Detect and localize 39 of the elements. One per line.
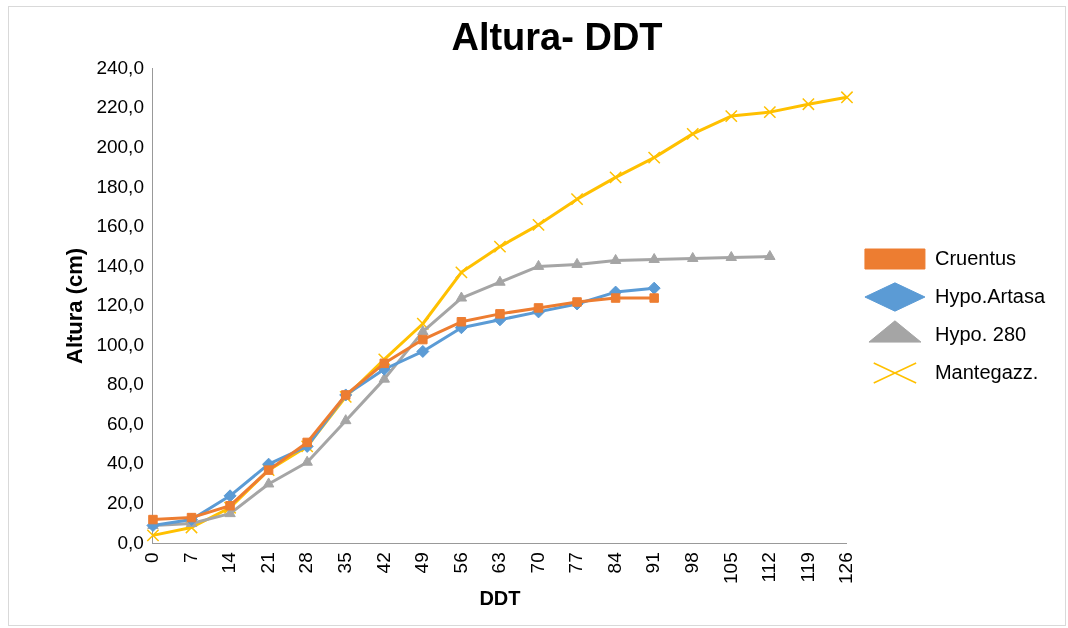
x-tick-label: 112 [758,552,780,583]
legend-label: Mantegazz. [934,360,1039,383]
y-tick-label: 200,0 [96,135,144,157]
y-tick-label: 220,0 [96,96,144,118]
x-tick-label: 0 [141,552,163,563]
y-tick-label: 100,0 [96,333,144,355]
x-tick-label: 119 [796,552,818,583]
x-tick-label: 7 [179,552,201,563]
y-tick-label: 180,0 [96,175,144,197]
x-tick-label: 63 [488,552,510,574]
y-tick-label: 160,0 [96,215,144,237]
y-tick-label: 0,0 [117,531,144,553]
legend-label: Hypo. 280 [934,322,1027,345]
x-axis-title: DDT [479,586,521,609]
y-tick-label: 20,0 [106,491,144,513]
x-tick-label: 56 [449,552,471,574]
legend-label: Cruentus [934,246,1017,269]
y-tick-label: 40,0 [106,452,144,474]
x-tick-label: 70 [526,552,548,574]
x-tick-label: 42 [372,552,394,574]
y-axis-title: Altura (cm) [62,247,88,365]
x-tick-label: 98 [680,552,702,574]
y-tick-label: 120,0 [96,294,144,316]
x-tick-label: 35 [333,552,355,574]
y-tick-label: 240,0 [96,56,144,78]
x-tick-label: 77 [565,552,587,574]
x-tick-label: 14 [218,551,240,574]
y-tick-label: 140,0 [96,254,144,276]
x-tick-label: 21 [256,552,278,574]
y-tick-label: 60,0 [106,412,144,434]
x-tick-label: 28 [295,552,317,574]
x-tick-label: 126 [835,552,857,584]
x-tick-label: 49 [411,552,433,574]
x-tick-label: 84 [603,551,625,574]
x-tick-label: 91 [642,552,664,574]
legend-label: Hypo.Artasa [934,284,1046,307]
x-tick-label: 105 [719,552,741,584]
y-tick-label: 80,0 [106,373,144,395]
chart-title: Altura- DDT [451,16,663,59]
